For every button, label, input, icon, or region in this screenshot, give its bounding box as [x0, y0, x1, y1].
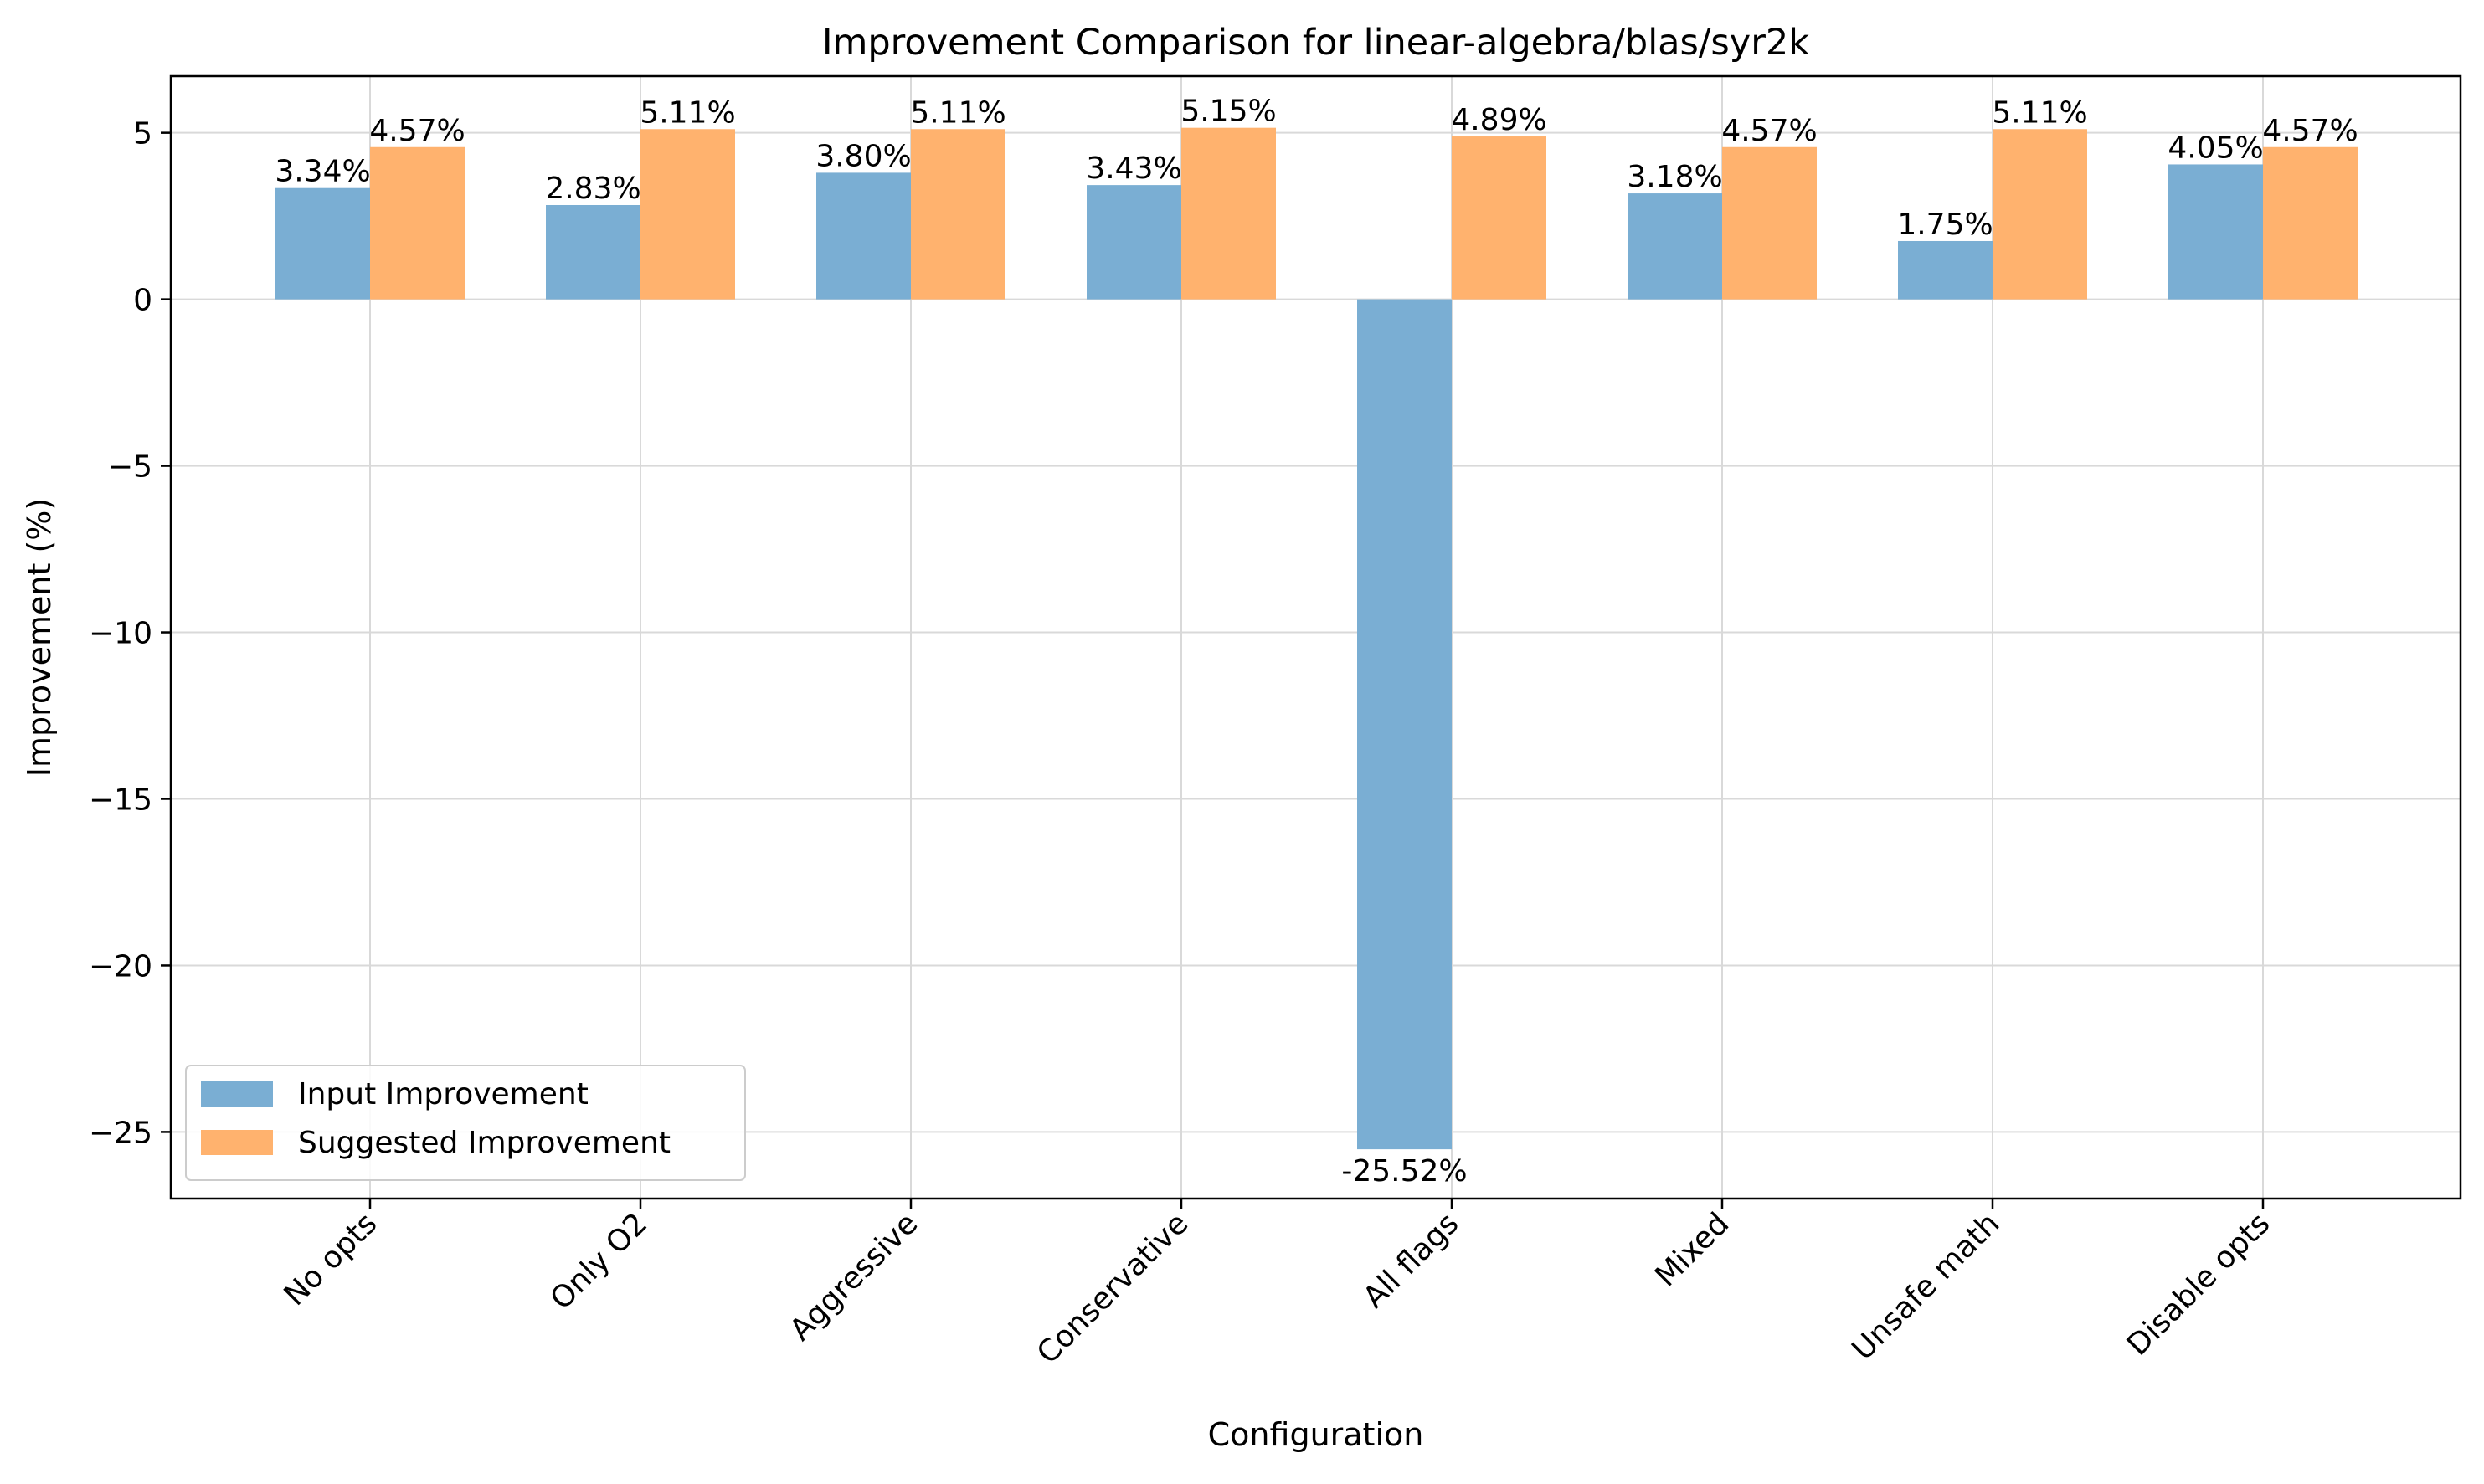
y-tick-label: −25: [89, 1116, 152, 1150]
suggested-improvement-bar: [1181, 127, 1276, 300]
x-axis: No opts Only O2 Aggressive Conservative All …: [278, 1199, 2276, 1371]
legend-label: Suggested Improvement: [298, 1126, 671, 1160]
x-tick-label: Unsafe math: [1846, 1206, 2007, 1367]
bar-value-label: 4.57%: [1721, 114, 1817, 148]
input-improvement-bar: [1087, 185, 1181, 300]
input-improvement-bar: [546, 204, 640, 300]
x-tick-label: Disable opts: [2121, 1206, 2276, 1362]
bar-value-label: 3.43%: [1086, 151, 1181, 186]
bar-value-label: 5.15%: [1180, 95, 1276, 129]
y-tick-label: −10: [89, 617, 152, 651]
x-tick-label: Only O2: [544, 1206, 655, 1317]
legend-frame: [185, 1065, 746, 1181]
input-improvement-bar: [275, 187, 370, 300]
suggested-improvement-bar: [1722, 146, 1817, 300]
x-tick-label: Mixed: [1648, 1206, 1736, 1293]
suggested-improvement-bar: [911, 129, 1005, 300]
x-tick-label: Aggressive: [784, 1206, 925, 1348]
y-axis-title: Improvement (%): [21, 498, 58, 777]
input-improvement-bar: [1898, 240, 1993, 300]
x-axis-title: Configuration: [1208, 1416, 1424, 1453]
x-tick-label: All flags: [1357, 1206, 1466, 1315]
suggested-improvement-bar: [1452, 136, 1546, 300]
bars-layer: [275, 127, 2358, 1150]
bar-value-label: 1.75%: [1897, 208, 1993, 242]
y-tick-label: −15: [89, 783, 152, 817]
bar-value-label: 5.11%: [910, 95, 1005, 130]
input-improvement-bar: [2168, 164, 2263, 300]
legend-label: Input Improvement: [298, 1077, 589, 1112]
input-improvement-bar: [1357, 299, 1452, 1150]
bar-value-label: 3.80%: [815, 139, 911, 173]
bar-value-label: 4.89%: [1451, 103, 1546, 137]
bar-value-label: 3.18%: [1627, 160, 1722, 194]
bar-value-label: 3.34%: [275, 155, 370, 189]
y-tick-label: 0: [133, 284, 152, 318]
chart-title: Improvement Comparison for linear-algebr…: [822, 22, 1809, 64]
suggested-improvement-bar: [640, 129, 735, 300]
bar-value-label: -25.52%: [1341, 1154, 1467, 1189]
bar-value-label: 4.57%: [369, 114, 465, 148]
legend: Input Improvement Suggested Improvement: [185, 1065, 746, 1181]
x-tick-label: Conservative: [1031, 1206, 1195, 1370]
input-improvement-bar: [1628, 193, 1722, 300]
bar-value-label: 5.11%: [640, 95, 735, 130]
bar-value-label: 4.05%: [2168, 131, 2263, 165]
x-tick-label: No opts: [278, 1206, 384, 1312]
bar-value-label: 4.57%: [2262, 114, 2358, 148]
grid-layer: [171, 76, 2461, 1199]
bar-value-label: 2.83%: [545, 172, 640, 206]
input-improvement-bar: [816, 172, 911, 300]
bar-value-label: 5.11%: [1992, 95, 2087, 130]
y-tick-label: −5: [108, 450, 152, 485]
y-axis: 5 0 −5 −10 −15 −20 −25: [89, 117, 171, 1150]
suggested-improvement-bar: [2263, 146, 2358, 300]
y-tick-label: −20: [89, 949, 152, 983]
data-labels-layer: 3.34% 2.83% 3.80% 3.43% -25.52% 3.18% 1.75% 4.0…: [275, 95, 2358, 1189]
suggested-improvement-bar: [1993, 129, 2087, 300]
plot-frame: [169, 74, 2462, 1200]
legend-swatch: [201, 1130, 273, 1155]
y-tick-label: 5: [133, 117, 152, 151]
suggested-improvement-bar: [370, 146, 465, 300]
legend-swatch: [201, 1081, 273, 1107]
